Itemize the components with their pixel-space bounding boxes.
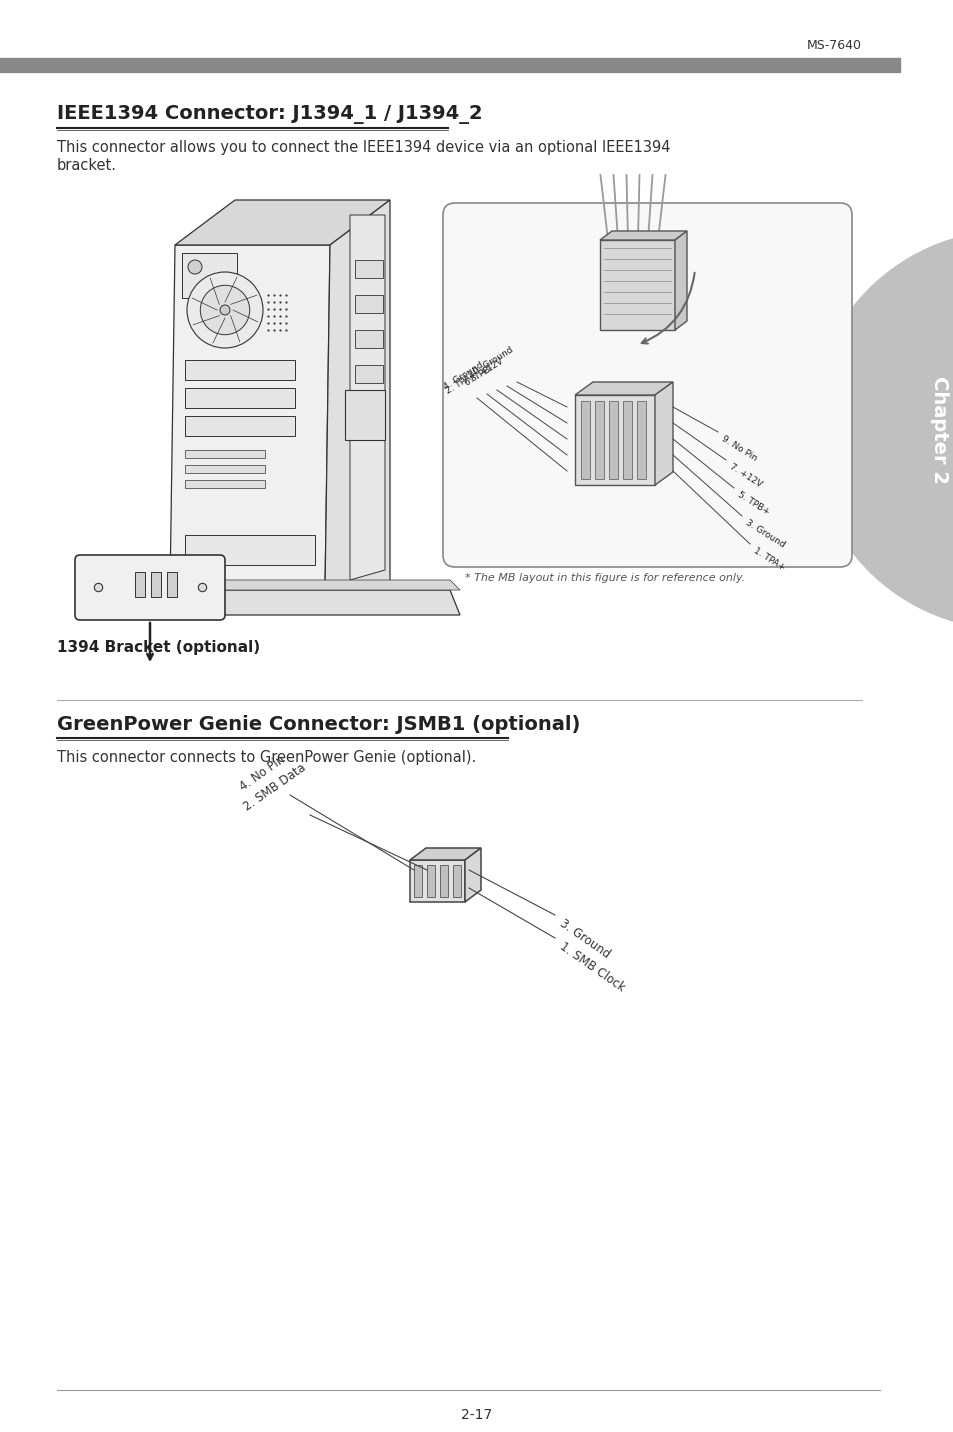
Text: 9. No Pin: 9. No Pin	[720, 434, 758, 463]
Text: 2. SMB Data: 2. SMB Data	[241, 760, 308, 813]
Bar	[637, 401, 645, 478]
Bar	[355, 261, 382, 278]
Bar	[135, 571, 145, 597]
Bar	[185, 417, 294, 435]
Polygon shape	[464, 848, 480, 902]
Bar	[595, 401, 603, 478]
Text: IEEE1394 Connector: J1394_1 / J1394_2: IEEE1394 Connector: J1394_1 / J1394_2	[57, 105, 482, 125]
Bar	[580, 401, 589, 478]
Polygon shape	[174, 200, 390, 245]
Bar	[167, 571, 177, 597]
Text: 1394 Bracket (optional): 1394 Bracket (optional)	[57, 640, 260, 654]
Text: This connector allows you to connect the IEEE1394 device via an optional IEEE139: This connector allows you to connect the…	[57, 140, 670, 155]
FancyBboxPatch shape	[75, 556, 225, 620]
Bar	[575, 395, 655, 485]
Text: Chapter 2: Chapter 2	[929, 377, 948, 484]
Text: 5. TPB+: 5. TPB+	[735, 490, 770, 517]
Polygon shape	[599, 231, 686, 241]
FancyBboxPatch shape	[442, 203, 851, 567]
Wedge shape	[809, 231, 953, 630]
Bar	[185, 359, 294, 379]
Bar	[185, 465, 265, 473]
Bar	[355, 329, 382, 348]
Bar	[355, 295, 382, 314]
Bar	[185, 480, 265, 488]
Bar	[185, 536, 314, 566]
Text: bracket.: bracket.	[57, 158, 117, 173]
Text: 8. +12V: 8. +12V	[469, 357, 504, 384]
Text: 1. TPA+: 1. TPA+	[751, 546, 786, 573]
Polygon shape	[675, 231, 686, 329]
Text: 2. TPA-: 2. TPA-	[444, 372, 475, 397]
Bar	[608, 401, 618, 478]
Bar	[355, 400, 382, 418]
Circle shape	[187, 272, 263, 348]
Bar	[622, 401, 631, 478]
Text: 3. Ground: 3. Ground	[743, 518, 786, 550]
Text: 4. Ground: 4. Ground	[442, 361, 484, 392]
Bar	[185, 388, 294, 408]
Circle shape	[188, 261, 202, 274]
Text: 3. Ground: 3. Ground	[557, 916, 612, 961]
Circle shape	[220, 305, 230, 315]
Text: MS-7640: MS-7640	[806, 39, 862, 52]
Bar	[453, 865, 460, 896]
Text: * The MB layout in this figure is for reference only.: * The MB layout in this figure is for re…	[464, 573, 744, 583]
Bar	[427, 865, 435, 896]
Polygon shape	[170, 245, 330, 590]
Bar	[410, 861, 464, 902]
Polygon shape	[410, 848, 480, 861]
Circle shape	[200, 285, 250, 335]
Text: 4. No Pin: 4. No Pin	[237, 752, 288, 793]
Bar	[355, 365, 382, 382]
Bar	[0, 59, 899, 72]
Text: 1. SMB Clock: 1. SMB Clock	[557, 939, 626, 994]
Bar	[599, 241, 675, 329]
Text: GreenPower Genie Connector: JSMB1 (optional): GreenPower Genie Connector: JSMB1 (optio…	[57, 715, 579, 735]
Polygon shape	[655, 382, 672, 485]
Polygon shape	[120, 580, 459, 590]
Text: This connector connects to GreenPower Genie (optional).: This connector connects to GreenPower Ge…	[57, 750, 476, 765]
Bar	[151, 571, 161, 597]
Bar	[439, 865, 448, 896]
Polygon shape	[325, 200, 390, 590]
Text: 6. TPB-: 6. TPB-	[463, 364, 495, 388]
Polygon shape	[120, 590, 459, 614]
Polygon shape	[350, 215, 385, 580]
Bar	[345, 390, 385, 440]
Text: 10. Ground: 10. Ground	[467, 345, 515, 379]
Text: 7. +12V: 7. +12V	[727, 463, 763, 488]
Polygon shape	[575, 382, 672, 395]
Bar	[185, 450, 265, 458]
Text: 2-17: 2-17	[461, 1408, 492, 1422]
Bar	[182, 253, 236, 298]
Bar	[414, 865, 421, 896]
